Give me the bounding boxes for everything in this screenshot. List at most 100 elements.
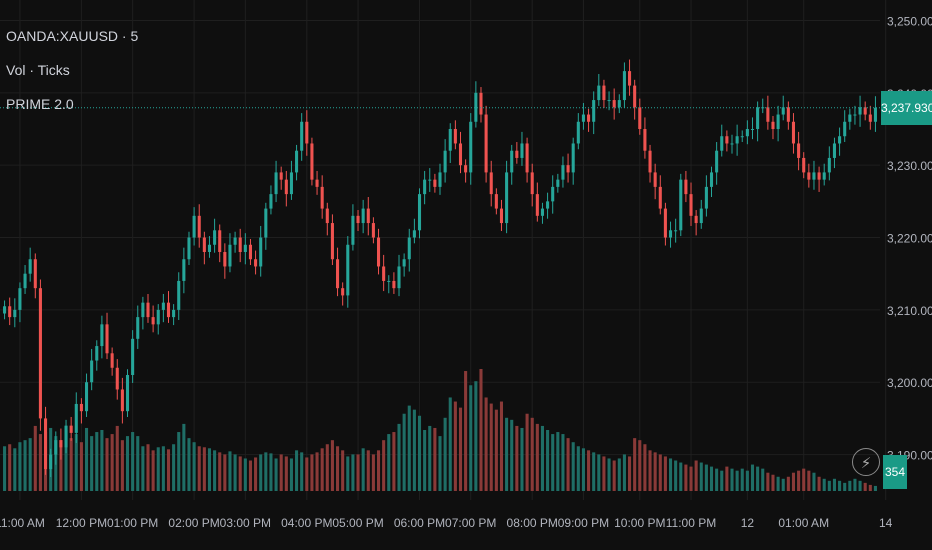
candle <box>469 121 473 173</box>
volume-bar <box>233 454 237 491</box>
candle <box>510 150 514 173</box>
volume-bar <box>371 454 375 491</box>
volume-bar <box>474 381 478 491</box>
candle <box>284 179 288 195</box>
lightning-icon[interactable]: ⚡ <box>852 448 880 476</box>
volume-bar <box>320 448 324 491</box>
volume-bar <box>566 438 570 491</box>
candle <box>781 107 785 115</box>
candle <box>269 194 273 209</box>
candle <box>141 302 145 318</box>
volume-bar <box>269 453 273 491</box>
x-tick-label: 01:00 AM <box>778 516 829 530</box>
volume-bar <box>192 442 196 491</box>
candle <box>443 150 447 173</box>
candle <box>612 100 616 108</box>
candle <box>13 309 17 318</box>
volume-bar <box>120 440 124 491</box>
price-axis[interactable]: 3,250.0003,240.0003,230.0003,220.0003,21… <box>887 14 932 462</box>
x-tick-label: 03:00 PM <box>220 516 271 530</box>
candle <box>479 92 483 115</box>
candle <box>64 425 68 448</box>
candle <box>735 136 739 144</box>
volume-bar <box>848 480 852 491</box>
volume-bar <box>525 413 529 491</box>
time-axis[interactable]: 11:00 AM 12:00 PM 01:00 PM 02:00 PM 03:00 PM… <box>0 516 893 530</box>
volume-bar <box>668 458 673 491</box>
volume-bar <box>38 434 42 491</box>
candle <box>412 230 416 238</box>
candle <box>858 107 862 115</box>
candle <box>771 121 775 129</box>
volume-bar <box>551 434 555 491</box>
volume-bar <box>325 444 329 491</box>
candle <box>648 150 652 173</box>
candle <box>458 143 463 166</box>
volume-bar <box>433 427 437 491</box>
candle <box>853 114 857 116</box>
x-tick-label: 14 <box>879 516 893 530</box>
candle <box>136 317 140 339</box>
candle <box>264 208 268 238</box>
y-tick-label: 3,210.000 <box>887 304 932 318</box>
candle <box>330 223 334 260</box>
symbol-legend[interactable]: OANDA:XAUUSD · 5 <box>6 28 139 44</box>
volume-bar <box>397 423 401 491</box>
volume-bar <box>576 446 580 491</box>
volume-bar <box>853 478 857 491</box>
x-tick-label: 05:00 PM <box>332 516 383 530</box>
candle <box>674 230 678 232</box>
candle <box>668 230 673 238</box>
candle <box>756 107 760 129</box>
volume-bar <box>617 458 621 491</box>
candle <box>366 208 370 224</box>
volume-bar <box>581 448 585 491</box>
candle <box>146 302 150 318</box>
volume-bar <box>428 425 432 491</box>
candle <box>361 208 365 224</box>
candle <box>617 100 621 108</box>
candle <box>720 136 724 151</box>
x-tick-label: 08:00 PM <box>507 516 558 530</box>
volume-legend[interactable]: Vol · Ticks <box>6 62 70 78</box>
candle <box>807 172 811 180</box>
volume-bar <box>791 472 796 491</box>
volume-bar <box>674 460 678 491</box>
candle <box>709 172 714 187</box>
candle <box>100 324 104 347</box>
volume-bar <box>822 478 826 491</box>
volume-bars <box>3 369 877 491</box>
volume-bar <box>84 427 89 491</box>
volume-bar <box>858 480 862 491</box>
x-tick-label: 01:00 PM <box>107 516 158 530</box>
volume-bar <box>3 446 7 491</box>
volume-bar <box>79 442 83 491</box>
volume-bar <box>341 450 345 491</box>
indicator-legend[interactable]: PRIME 2.0 <box>6 96 74 112</box>
candle <box>243 244 247 252</box>
volume-bar <box>546 430 550 491</box>
volume-bar <box>766 472 770 491</box>
volume-bar <box>166 449 171 491</box>
volume-bar <box>812 472 816 491</box>
volume-bar <box>776 476 780 491</box>
candle <box>218 230 222 252</box>
volume-bar <box>761 468 765 491</box>
volume-bar <box>202 447 206 491</box>
candle <box>289 172 293 195</box>
volume-bar <box>602 456 606 491</box>
candle <box>802 157 806 173</box>
candle <box>202 237 206 252</box>
candle <box>797 143 801 158</box>
candle <box>499 208 504 224</box>
volume-bar <box>110 434 114 491</box>
candle <box>556 179 560 187</box>
volume-bar <box>510 419 514 491</box>
candle <box>33 259 37 289</box>
candle <box>822 172 826 180</box>
volume-bar <box>18 442 22 491</box>
volume-bar <box>13 448 17 491</box>
volume-bar <box>330 440 334 491</box>
volume-bar <box>709 466 714 491</box>
